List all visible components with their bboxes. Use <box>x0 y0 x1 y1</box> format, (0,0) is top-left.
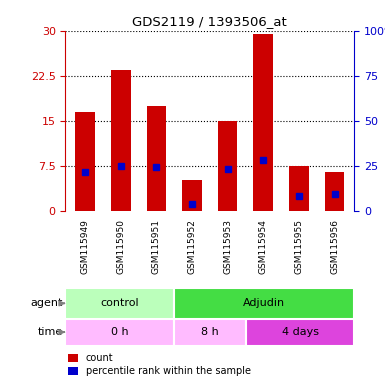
Bar <box>325 172 345 211</box>
Bar <box>174 319 246 346</box>
Bar <box>246 319 354 346</box>
Bar <box>182 180 202 211</box>
Text: time: time <box>37 327 62 337</box>
Title: GDS2119 / 1393506_at: GDS2119 / 1393506_at <box>132 15 287 28</box>
Bar <box>174 288 354 319</box>
Text: 0 h: 0 h <box>111 327 129 337</box>
Bar <box>111 70 131 211</box>
Bar <box>147 106 166 211</box>
Text: 4 days: 4 days <box>281 327 318 337</box>
Text: control: control <box>100 298 139 308</box>
Legend: count, percentile rank within the sample: count, percentile rank within the sample <box>65 349 255 380</box>
Text: 8 h: 8 h <box>201 327 219 337</box>
Bar <box>253 34 273 211</box>
Bar <box>65 319 174 346</box>
Bar <box>289 166 309 211</box>
Text: Adjudin: Adjudin <box>243 298 285 308</box>
Bar <box>75 112 95 211</box>
Bar <box>218 121 238 211</box>
Bar <box>65 288 174 319</box>
Text: agent: agent <box>30 298 62 308</box>
